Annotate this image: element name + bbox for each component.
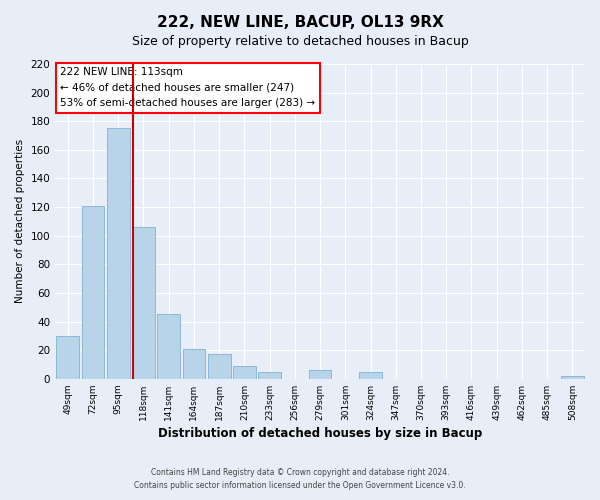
Text: Contains HM Land Registry data © Crown copyright and database right 2024.
Contai: Contains HM Land Registry data © Crown c… — [134, 468, 466, 490]
Text: Size of property relative to detached houses in Bacup: Size of property relative to detached ho… — [131, 35, 469, 48]
X-axis label: Distribution of detached houses by size in Bacup: Distribution of detached houses by size … — [158, 427, 482, 440]
Bar — [258, 372, 281, 379]
Bar — [309, 370, 331, 379]
Bar — [132, 227, 155, 379]
Bar — [233, 366, 256, 379]
Text: 222, NEW LINE, BACUP, OL13 9RX: 222, NEW LINE, BACUP, OL13 9RX — [157, 15, 443, 30]
Bar — [56, 336, 79, 379]
Bar — [107, 128, 130, 379]
Bar — [359, 372, 382, 379]
Bar — [82, 206, 104, 379]
Bar — [182, 349, 205, 379]
Bar — [561, 376, 584, 379]
Y-axis label: Number of detached properties: Number of detached properties — [15, 140, 25, 304]
Text: 222 NEW LINE: 113sqm
← 46% of detached houses are smaller (247)
53% of semi-deta: 222 NEW LINE: 113sqm ← 46% of detached h… — [61, 67, 316, 108]
Bar — [157, 314, 180, 379]
Bar — [208, 354, 230, 379]
